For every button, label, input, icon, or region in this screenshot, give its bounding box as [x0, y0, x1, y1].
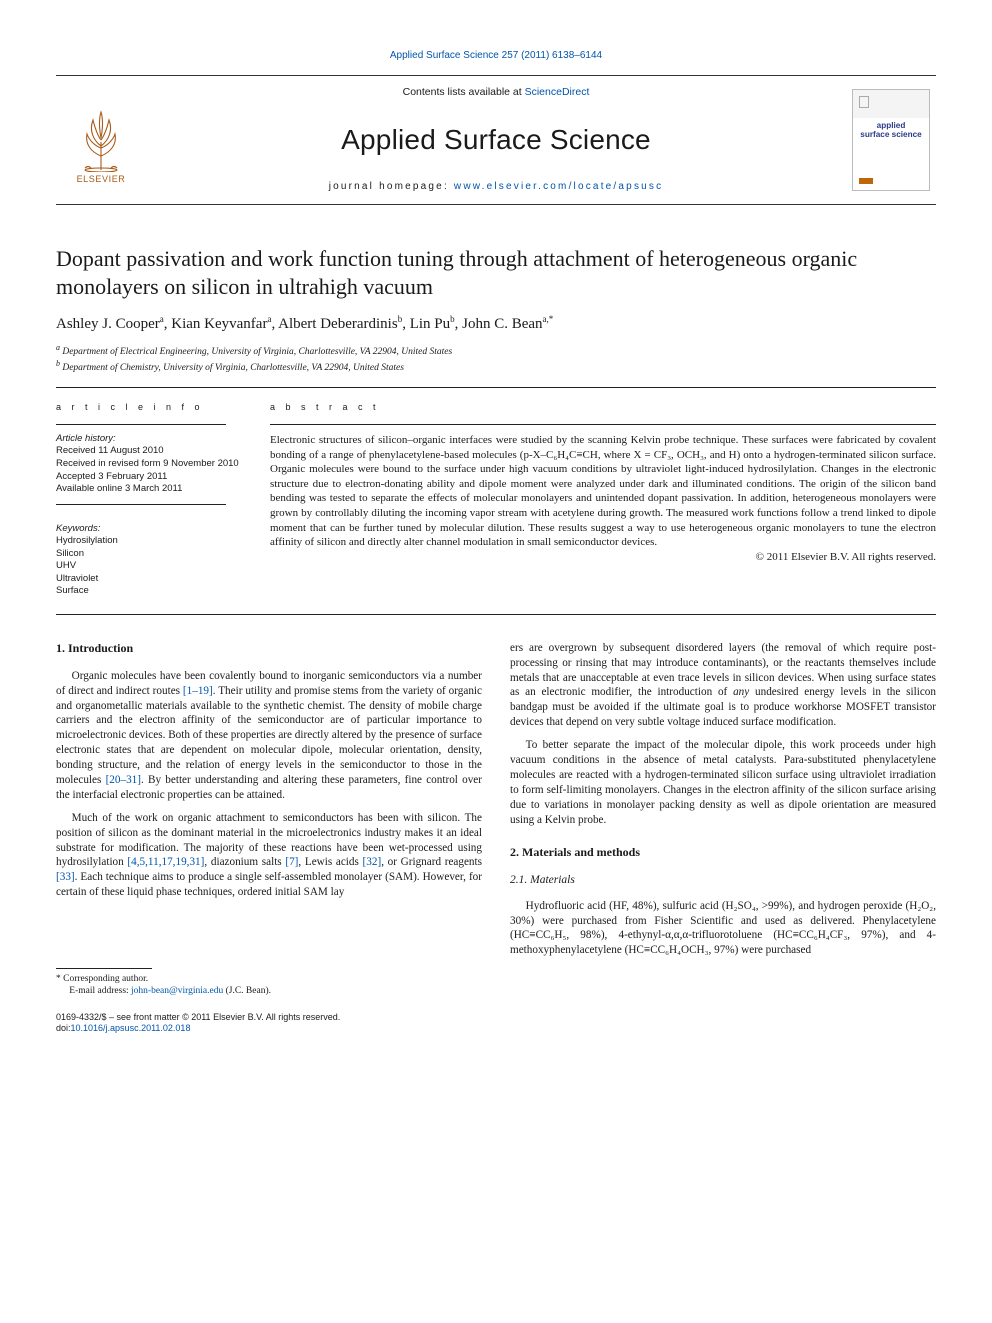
keywords-block: Keywords: Hydrosilylation Silicon UHV Ul…: [56, 523, 244, 598]
keyword: Hydrosilylation: [56, 535, 244, 548]
elsevier-wordmark: ELSEVIER: [77, 174, 126, 184]
keywords-label: Keywords:: [56, 523, 244, 536]
body-columns: 1. Introduction Organic molecules have b…: [56, 641, 936, 1035]
journal-home-prefix: journal homepage:: [329, 181, 454, 192]
subsection-heading: 2.1. Materials: [510, 873, 936, 888]
affiliation-b: b Department of Chemistry, University of…: [56, 359, 936, 375]
citation-link[interactable]: [1–19]: [183, 685, 213, 697]
abstract-copyright: © 2011 Elsevier B.V. All rights reserved…: [270, 551, 936, 563]
article-info-heading: a r t i c l e i n f o: [56, 402, 244, 412]
cover-brand-bar: [859, 178, 873, 184]
cover-line2: surface science: [860, 130, 921, 139]
email-label: E-mail address:: [69, 986, 131, 996]
running-head-link[interactable]: Applied Surface Science 257 (2011) 6138–…: [390, 50, 602, 61]
footnote-block: * Corresponding author. E-mail address: …: [56, 968, 482, 998]
elsevier-tree-icon: [73, 108, 129, 172]
doi-link[interactable]: 10.1016/j.apsusc.2011.02.018: [71, 1023, 191, 1033]
info-abstract-row: a r t i c l e i n f o Article history: R…: [56, 402, 936, 598]
doi-label: doi:: [56, 1023, 71, 1033]
masthead-center: Contents lists available at ScienceDirec…: [146, 76, 846, 204]
front-matter-line: 0169-4332/$ – see front matter © 2011 El…: [56, 1012, 482, 1024]
body-paragraph: To better separate the impact of the mol…: [510, 738, 936, 827]
journal-cover-block: applied surface science: [846, 76, 936, 204]
citation-link[interactable]: [7]: [285, 856, 298, 868]
body-paragraph: Hydrofluoric acid (HF, 48%), sulfuric ac…: [510, 899, 936, 959]
author-list: Ashley J. Coopera, Kian Keyvanfara, Albe…: [56, 314, 936, 333]
affiliation-a-text: Department of Electrical Engineering, Un…: [62, 347, 452, 357]
abstract-text: Electronic structures of silicon–organic…: [270, 433, 936, 550]
section-heading: 1. Introduction: [56, 641, 482, 657]
running-head-cite: 257 (2011) 6138–6144: [502, 50, 602, 61]
abstract-divider: [270, 424, 936, 425]
info-divider: [56, 504, 226, 505]
received-date: Received 11 August 2010: [56, 445, 244, 458]
citation-link[interactable]: [4,5,11,17,19,31]: [127, 856, 204, 868]
footnote-rule: [56, 968, 152, 969]
affiliation-a: a Department of Electrical Engineering, …: [56, 343, 936, 359]
body-paragraph: Much of the work on organic attachment t…: [56, 811, 482, 900]
body-paragraph: Organic molecules have been covalently b…: [56, 669, 482, 803]
keyword: Silicon: [56, 548, 244, 561]
section-heading: 2. Materials and methods: [510, 845, 936, 861]
keyword: UHV: [56, 560, 244, 573]
journal-homepage: journal homepage: www.elsevier.com/locat…: [146, 181, 846, 192]
journal-title: Applied Surface Science: [146, 124, 846, 156]
affiliations: a Department of Electrical Engineering, …: [56, 343, 936, 375]
running-head-journal: Applied Surface Science: [390, 50, 499, 61]
article-title: Dopant passivation and work function tun…: [56, 245, 936, 300]
citation-link[interactable]: [32]: [363, 856, 382, 868]
info-divider: [56, 424, 226, 425]
keyword: Surface: [56, 585, 244, 598]
contents-prefix: Contents lists available at: [403, 86, 525, 98]
accepted-date: Accepted 3 February 2011: [56, 471, 244, 484]
journal-cover: applied surface science: [852, 89, 930, 191]
abstract: a b s t r a c t Electronic structures of…: [270, 402, 936, 598]
keyword: Ultraviolet: [56, 573, 244, 586]
publisher-logo-block: ELSEVIER: [56, 76, 146, 204]
contents-line: Contents lists available at ScienceDirec…: [146, 86, 846, 98]
masthead: ELSEVIER Contents lists available at Sci…: [56, 75, 936, 205]
author-email-link[interactable]: john-bean@virginia.edu: [131, 986, 223, 996]
citation-link[interactable]: [33]: [56, 871, 75, 883]
email-line: E-mail address: john-bean@virginia.edu (…: [56, 985, 482, 997]
revised-date: Received in revised form 9 November 2010: [56, 458, 244, 471]
affiliation-b-text: Department of Chemistry, University of V…: [62, 363, 404, 373]
elsevier-logo: ELSEVIER: [65, 96, 137, 184]
sciencedirect-link[interactable]: ScienceDirect: [525, 86, 590, 98]
cover-corner-icon: [859, 96, 869, 108]
running-head: Applied Surface Science 257 (2011) 6138–…: [56, 50, 936, 61]
abstract-heading: a b s t r a c t: [270, 402, 936, 412]
body-paragraph: ers are overgrown by subsequent disorder…: [510, 641, 936, 730]
journal-home-link[interactable]: www.elsevier.com/locate/apsusc: [454, 181, 663, 192]
divider: [56, 614, 936, 615]
doi-line: doi:10.1016/j.apsusc.2011.02.018: [56, 1023, 482, 1035]
online-date: Available online 3 March 2011: [56, 483, 244, 496]
divider: [56, 387, 936, 388]
citation-link[interactable]: [20–31]: [106, 774, 141, 786]
email-paren: (J.C. Bean).: [223, 986, 271, 996]
cover-title: applied surface science: [853, 122, 929, 139]
article-info: a r t i c l e i n f o Article history: R…: [56, 402, 270, 598]
corresponding-author: * Corresponding author.: [56, 973, 482, 985]
history-label: Article history:: [56, 433, 244, 446]
imprint-block: 0169-4332/$ – see front matter © 2011 El…: [56, 1012, 482, 1035]
